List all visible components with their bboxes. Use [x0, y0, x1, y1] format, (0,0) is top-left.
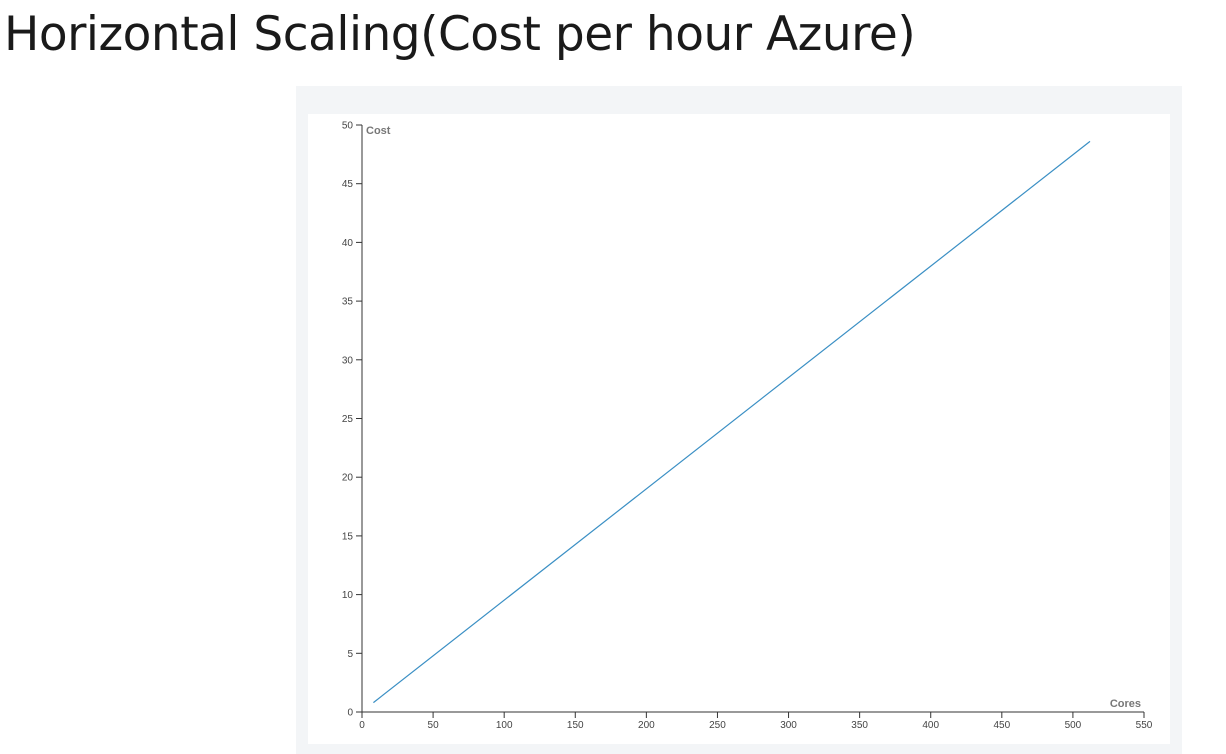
x-tick-label: 450: [993, 720, 1010, 731]
y-axis-label: Cost: [366, 125, 391, 137]
y-tick-label: 35: [342, 297, 354, 308]
cost-series-line: [373, 140, 1091, 704]
y-tick-label: 50: [342, 121, 354, 132]
x-tick-label: 0: [359, 720, 365, 731]
y-tick-label: 30: [342, 355, 354, 366]
y-tick-label: 10: [342, 590, 354, 601]
x-tick-label: 350: [851, 720, 868, 731]
y-axis: 0 5 10 15 20 25 30 35 40 45 50: [342, 121, 363, 719]
x-tick-label: 150: [567, 720, 584, 731]
y-tick-label: 40: [342, 238, 354, 249]
plot-background: [308, 114, 1170, 744]
chart-frame: 0 5 10 15 20 25 30 35 40 45 50 0 50 100 150 200 250 300 3…: [296, 86, 1182, 754]
line-chart: 0 5 10 15 20 25 30 35 40 45 50 0 50 100 150 200 250 300 3…: [308, 114, 1170, 744]
x-tick-label: 300: [780, 720, 797, 731]
x-axis: 0 50 100 150 200 250 300 350 400 450 500 550: [359, 711, 1153, 731]
x-tick-label: 250: [709, 720, 726, 731]
x-tick-label: 550: [1136, 720, 1153, 731]
y-tick-label: 25: [342, 414, 354, 425]
y-tick-label: 5: [347, 649, 353, 660]
series-layer: [373, 140, 1091, 704]
x-tick-label: 50: [428, 720, 440, 731]
x-tick-label: 100: [496, 720, 513, 731]
x-tick-label: 500: [1065, 720, 1082, 731]
y-tick-label: 45: [342, 179, 354, 190]
y-tick-label: 20: [342, 473, 354, 484]
y-tick-label: 15: [342, 531, 354, 542]
x-tick-label: 200: [638, 720, 655, 731]
x-axis-label: Cores: [1110, 698, 1141, 710]
slide-title: Horizontal Scaling(Cost per hour Azure): [4, 7, 916, 62]
y-tick-label: 0: [347, 708, 353, 719]
x-tick-label: 400: [922, 720, 939, 731]
